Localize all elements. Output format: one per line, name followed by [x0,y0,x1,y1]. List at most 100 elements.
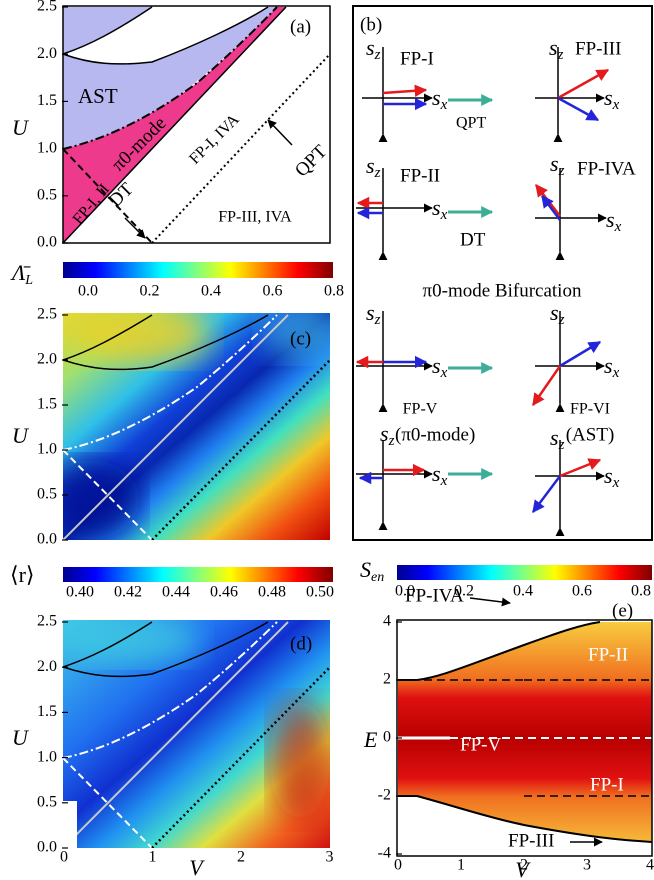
label: FP-I [400,48,434,69]
line-mark [63,757,153,848]
label: Sen [360,557,384,585]
axis-label: sx [604,463,620,491]
axis-subscript: x [440,473,448,489]
region [352,5,653,541]
label: QPT [291,141,332,182]
axis-label: sx [604,353,620,381]
curve [63,314,153,361]
label: (d) [290,633,312,654]
line-mark [124,217,146,239]
axis-label: sx [432,195,448,223]
region [63,567,333,582]
axis-symbol: s [366,300,375,325]
label: U [12,423,30,448]
colorbar-tick-label: 0.8 [324,283,344,300]
axis-label: sz [366,300,381,328]
label: FP-I [590,774,624,795]
line-mark [559,340,602,368]
axis-subscript: x [440,365,448,381]
label: en [371,570,384,585]
y-tick-label: 2.0 [37,45,57,62]
axis-subscript: x [614,219,622,235]
axis-label: sx [604,85,620,113]
panel-a: (a) AST π0-mode FP-I, IVA QPT FP-I, II D… [12,0,332,251]
axis-subscript: z [374,47,381,63]
axis-symbol: s [366,153,375,178]
axis-subscript: z [558,437,565,453]
line-mark [382,84,428,98]
axis-label: sz [550,425,565,453]
colorbar-tick-label: 0.42 [114,584,142,601]
y-tick-label: 1.5 [37,92,57,109]
label: V [189,855,205,880]
label: E [363,727,378,752]
curve [398,622,652,842]
axis-symbol: s [432,461,441,486]
x-tick-label: 0 [60,849,68,866]
label: FP-II [588,644,628,665]
y-tick-label: 1.5 [37,703,57,720]
axis-subscript: x [612,475,620,491]
y-tick-label: 2.5 [37,306,57,323]
y-tick-label: 1.0 [37,441,57,458]
label: (c) [290,328,311,349]
axis-symbol: s [432,195,441,220]
line-mark [151,666,330,848]
label: Λ̄L [10,260,33,288]
x-tick-label: 2 [237,849,245,866]
curve [398,795,653,843]
label: FP-VI [570,401,610,418]
label: FP-III [575,38,621,59]
y-tick-label: 2 [383,671,391,688]
axis-label: sz [366,35,381,63]
x-tick-label: 1 [457,857,465,874]
colorbar-tick-label: 0.44 [162,584,190,601]
curve [63,621,269,678]
axis-subscript: x [440,207,448,223]
line-mark [151,359,330,540]
panel-d: ⟨r⟩ (d) U V 0.0 0.5 1.0 1.5 2.0 2.5 0 1 2 3 0.40 0.… [10,562,334,880]
label: FP-I, IVA [186,111,243,168]
colorbar-tick-label: 0.0 [78,283,98,300]
y-tick-label: 1.5 [37,396,57,413]
region [62,5,331,244]
x-tick-label: 4 [646,857,654,874]
line-mark [62,6,287,244]
axis-label: sx [432,353,448,381]
label: π0-mode Bifurcation [423,280,582,301]
label: (e) [612,600,633,621]
line-mark [267,119,293,146]
axis-symbol: s [549,35,558,60]
axis-subscript: x [612,97,620,113]
group [63,620,330,848]
axis-subscript: x [440,97,448,113]
line-mark [531,365,562,407]
colorbar-tick-label: 0.4 [513,583,533,600]
y-tick-label: 0.0 [37,839,57,856]
line-mark [535,184,561,217]
axis-symbol: s [604,463,613,488]
group [63,313,330,540]
y-tick-label: 0 [383,729,391,746]
region [63,801,77,848]
axis-label: sx [432,85,448,113]
axis-symbol: s [432,353,441,378]
label: FP-III [508,830,554,851]
label: S [360,557,371,582]
colorbar-tick-label: 0.8 [631,583,651,600]
y-tick-label: 0.5 [37,186,57,203]
line-mark [541,195,561,221]
axis-label: sx [606,207,622,235]
axis-subscript: z [374,165,381,181]
axis-label: sz [550,300,565,328]
label: FP-V [403,401,438,418]
curve [63,7,152,54]
axis-symbol: s [550,300,559,325]
axis-symbol: s [604,353,613,378]
y-tick-label: -2 [378,787,391,804]
axis-label: sx [432,461,448,489]
region [63,262,333,278]
x-tick-label: 2 [520,857,528,874]
